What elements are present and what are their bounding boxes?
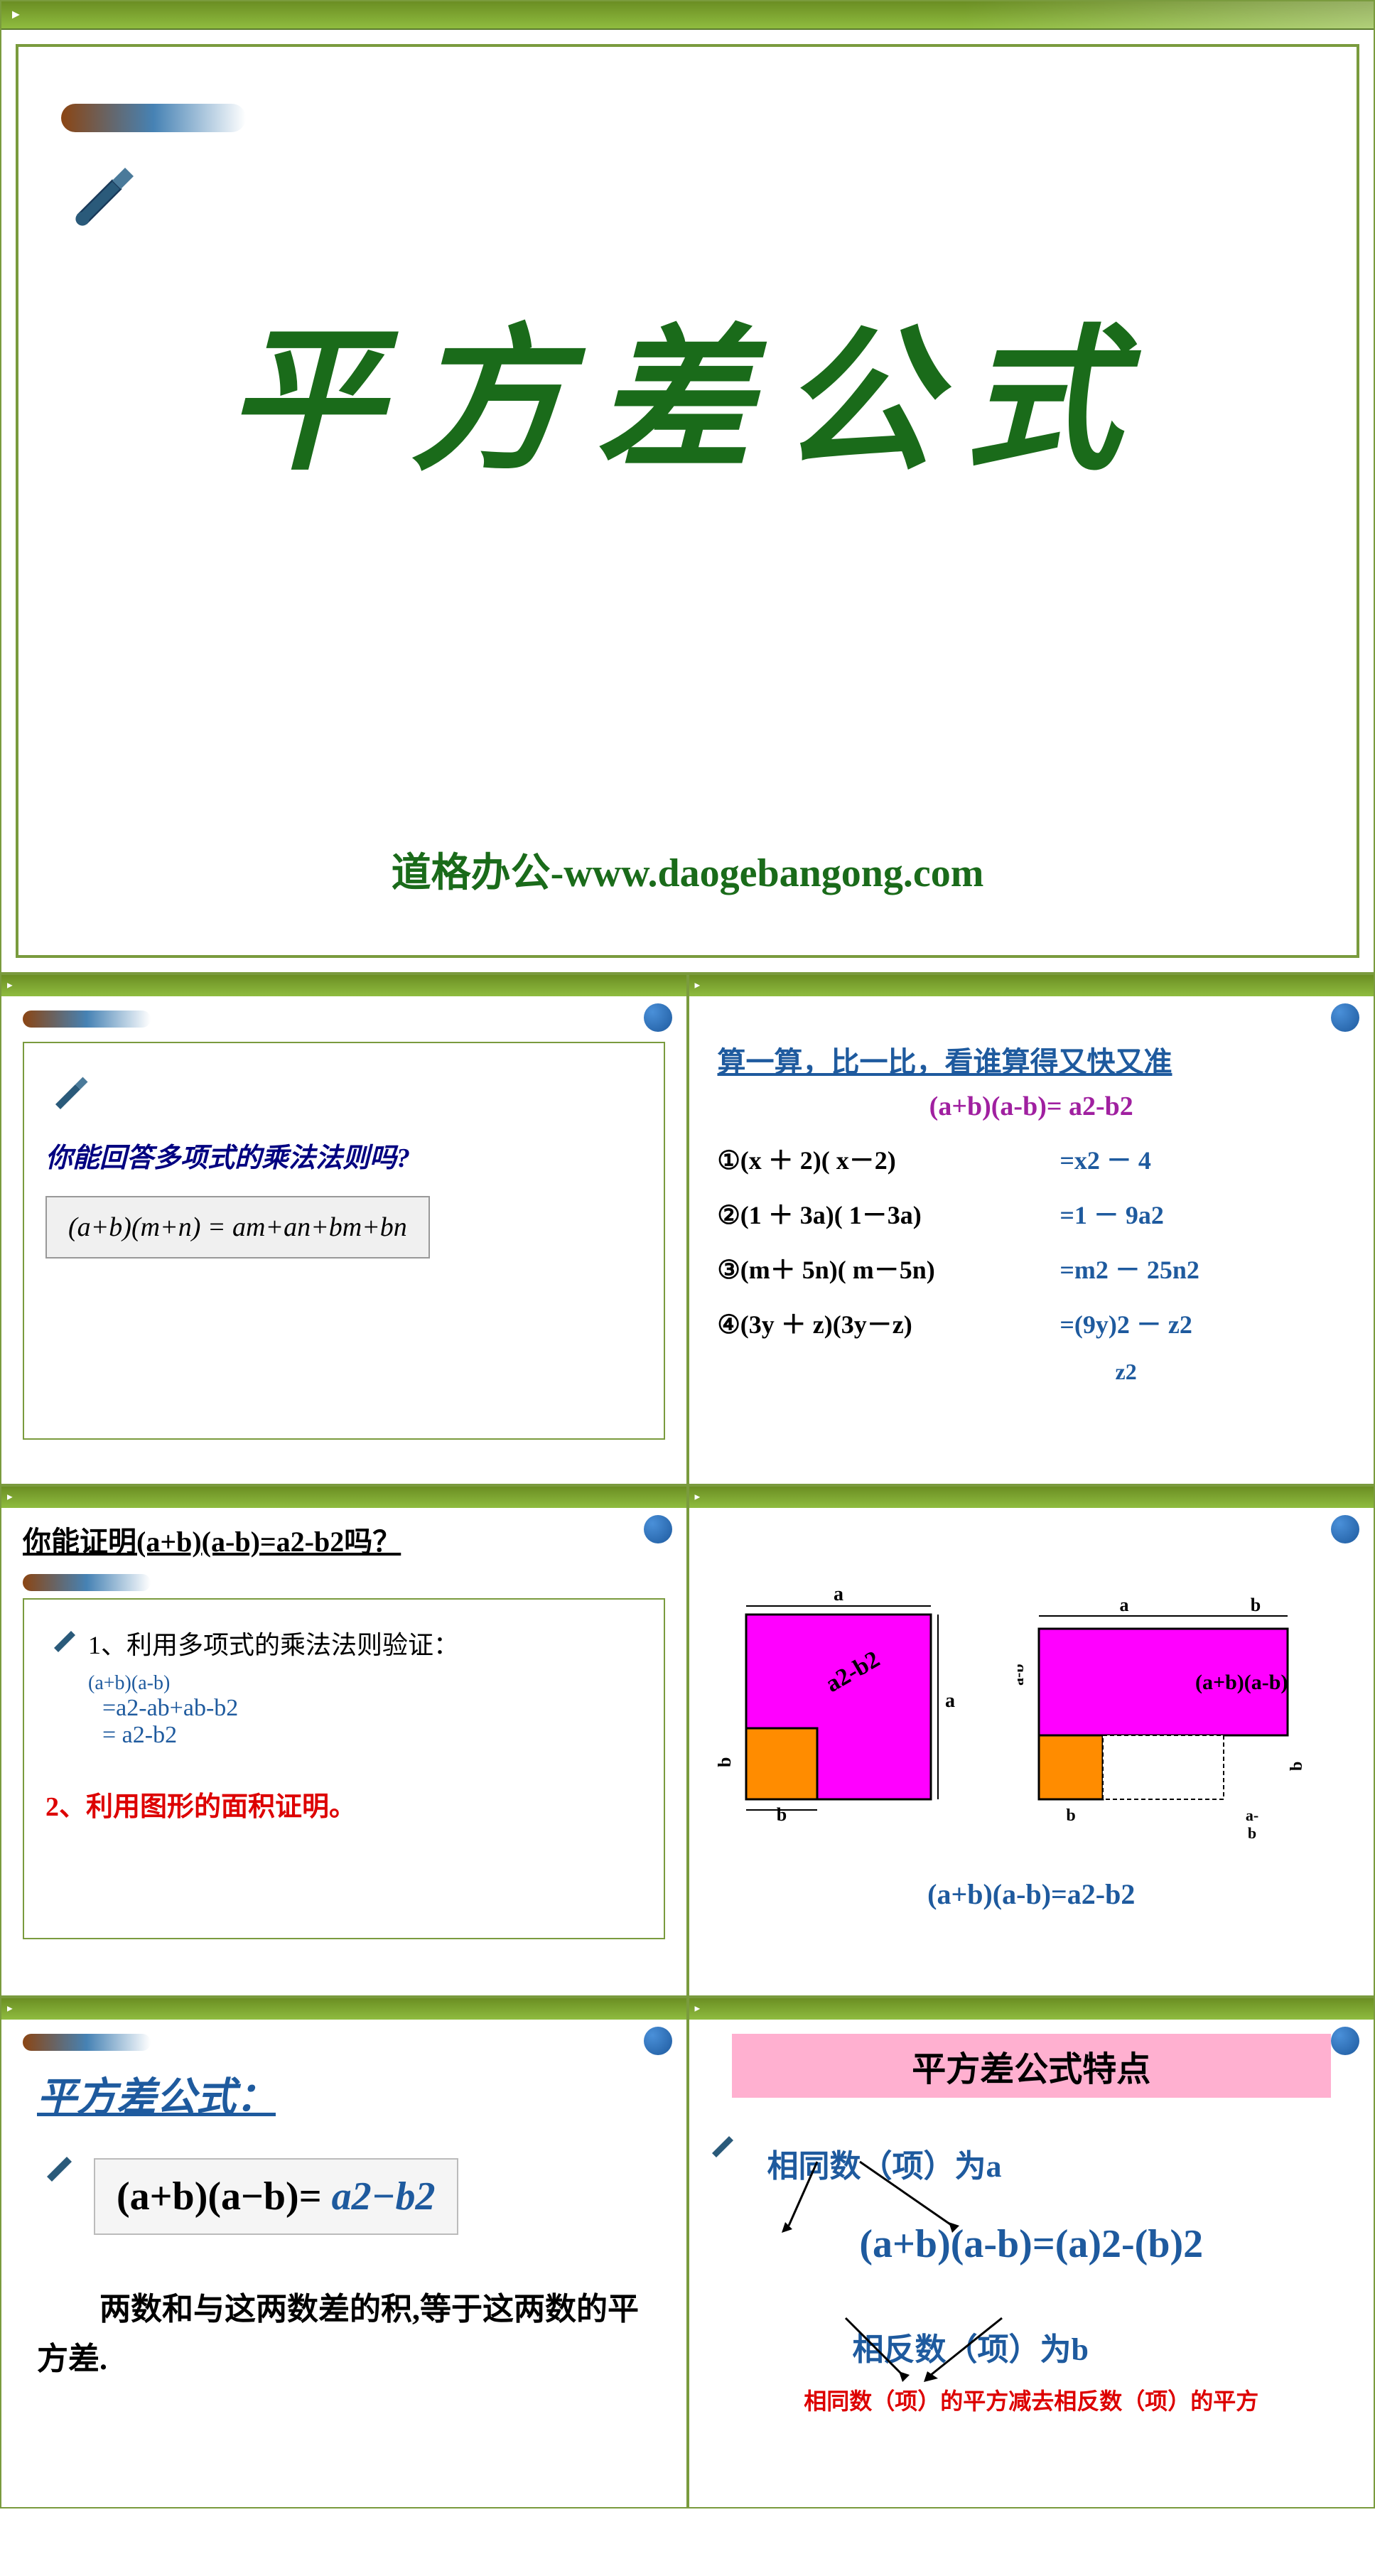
slide-3: 算一算，比一比，看谁算得又快又准 (a+b)(a-b)= a2-b2 ①(x ＋… xyxy=(688,974,1375,1485)
big-formula: (a+b)(a−b)= a2−b2 xyxy=(94,2158,458,2235)
calc-right: =m2 － 25n2 xyxy=(1059,1249,1345,1286)
globe-icon xyxy=(644,2027,672,2055)
pen-decoration xyxy=(23,2034,151,2051)
topbar xyxy=(1,1,1374,30)
slide2-content: 你能回答多项式的乘法法则吗? (a+b)(m+n) = am+an+bm+bn xyxy=(23,1042,665,1440)
diagram-area: a a b b a2-b2 a b a-b (a+b)(a-b) b xyxy=(689,1508,1374,1877)
globe-icon xyxy=(644,1003,672,1032)
calc-left: ④(3y ＋ z)(3y－z) xyxy=(718,1304,1060,1341)
calc-left: ③(m＋ 5n)( m－5n) xyxy=(718,1249,1060,1286)
calc-right: =x2 － 4 xyxy=(1059,1140,1345,1177)
topbar xyxy=(1,975,686,996)
pen-icon xyxy=(61,146,146,232)
diagram-left: a a b b a2-b2 xyxy=(718,1572,988,1842)
feature-formula: (a+b)(a-b)=(a)2-(b)2 xyxy=(725,2221,1339,2267)
calc-row: ①(x ＋ 2)( x－2)=x2 － 4 xyxy=(718,1140,1346,1177)
proof-step3: = a2-b2 xyxy=(102,1722,642,1749)
row-1: 你能回答多项式的乘法法则吗? (a+b)(m+n) = am+an+bm+bn … xyxy=(0,974,1375,1485)
formula-rhs: a2−b2 xyxy=(332,2174,436,2219)
svg-text:a: a xyxy=(945,1690,955,1712)
calc-row: ④(3y ＋ z)(3y－z)=(9y)2 － z2 xyxy=(718,1304,1346,1341)
svg-text:a: a xyxy=(834,1583,843,1605)
svg-text:a-b: a-b xyxy=(1018,1664,1027,1686)
formula-lhs: (a+b)(a−b)= xyxy=(117,2174,322,2219)
calc-title: 算一算，比一比，看谁算得又快又准 xyxy=(718,1039,1346,1080)
extra-z2: z2 xyxy=(1116,1359,1346,1385)
slide3-content: 算一算，比一比，看谁算得又快又准 (a+b)(a-b)= a2-b2 ①(x ＋… xyxy=(689,996,1374,1399)
feature-bottom: 相同数（项）的平方减去相反数（项）的平方 xyxy=(725,2383,1339,2416)
globe-icon xyxy=(644,1515,672,1543)
row-3: 平方差公式： (a+b)(a−b)= a2−b2 两数和与这两数差的积,等于这两… xyxy=(0,1997,1375,2508)
svg-text:b: b xyxy=(718,1757,735,1767)
topbar xyxy=(1,1487,686,1508)
calc-row: ③(m＋ 5n)( m－5n)=m2 － 25n2 xyxy=(718,1249,1346,1286)
calc-rows: ①(x ＋ 2)( x－2)=x2 － 4 ②(1 ＋ 3a)( 1－3a)=1 … xyxy=(718,1140,1346,1341)
svg-text:a-: a- xyxy=(1246,1806,1258,1824)
pen-icon xyxy=(37,2137,87,2187)
calc-left: ①(x ＋ 2)( x－2) xyxy=(718,1140,1060,1177)
hero-slide: 平方差公式 道格办公-www.daogebangong.com xyxy=(0,0,1375,974)
explain-text: 两数和与这两数差的积,等于这两数的平方差. xyxy=(37,2285,651,2385)
topbar xyxy=(689,1487,1374,1508)
topbar xyxy=(689,975,1374,996)
slide-4: 你能证明(a+b)(a-b)=a2-b2吗？ 1、利用多项式的乘法法则验证： (… xyxy=(0,1485,688,1997)
svg-text:b: b xyxy=(777,1804,787,1825)
diagram-caption: (a+b)(a-b)=a2-b2 xyxy=(689,1877,1374,1911)
topbar xyxy=(689,1998,1374,2020)
hero-footer: 道格办公-www.daogebangong.com xyxy=(18,841,1357,898)
proof-step2: =a2-ab+ab-b2 xyxy=(102,1695,642,1722)
calc-right: =1 － 9a2 xyxy=(1059,1195,1345,1232)
pen-icon xyxy=(703,2119,746,2162)
proof-step1: (a+b)(a-b) xyxy=(88,1672,642,1695)
calc-formula: (a+b)(a-b)= a2-b2 xyxy=(718,1091,1346,1122)
proof-line2: 2、利用图形的面积证明。 xyxy=(45,1784,642,1823)
question-text: 你能回答多项式的乘法法则吗? xyxy=(45,1136,642,1175)
globe-icon xyxy=(1331,1515,1359,1543)
slide-6: 平方差公式： (a+b)(a−b)= a2−b2 两数和与这两数差的积,等于这两… xyxy=(0,1997,688,2508)
pen-decoration xyxy=(61,104,246,132)
slide-2: 你能回答多项式的乘法法则吗? (a+b)(m+n) = am+an+bm+bn xyxy=(0,974,688,1485)
feature-line2: 相反数（项）为b xyxy=(853,2324,1339,2369)
proof-title: 你能证明(a+b)(a-b)=a2-b2吗？ xyxy=(23,1519,665,1560)
globe-icon xyxy=(1331,1003,1359,1032)
svg-text:b: b xyxy=(1066,1806,1075,1825)
slide-5: a a b b a2-b2 a b a-b (a+b)(a-b) b xyxy=(688,1485,1375,1997)
calc-row: ②(1 ＋ 3a)( 1－3a)=1 － 9a2 xyxy=(718,1195,1346,1232)
proof-line1: 1、利用多项式的乘法法则验证： xyxy=(88,1624,459,1661)
diagram-right: a b a-b (a+b)(a-b) b b a- b xyxy=(1018,1572,1344,1842)
calc-left: ②(1 ＋ 3a)( 1－3a) xyxy=(718,1195,1060,1232)
feature-body: 相同数（项）为a (a+b)(a-b)=(a)2-(b)2 相反数（项）为b 相… xyxy=(689,2112,1374,2430)
pen-icon xyxy=(45,1614,88,1656)
svg-text:b: b xyxy=(1248,1824,1256,1842)
hero-title: 平方差公式 xyxy=(61,274,1314,500)
pen-decoration xyxy=(23,1574,151,1591)
globe-icon xyxy=(1331,2027,1359,2055)
svg-text:(a+b)(a-b): (a+b)(a-b) xyxy=(1195,1671,1288,1694)
topbar xyxy=(1,1998,686,2020)
formula-box: (a+b)(m+n) = am+an+bm+bn xyxy=(45,1196,430,1259)
pen-icon xyxy=(45,1065,95,1114)
pink-title: 平方差公式特点 xyxy=(732,2034,1332,2098)
svg-text:a: a xyxy=(1120,1595,1129,1615)
row-2: 你能证明(a+b)(a-b)=a2-b2吗？ 1、利用多项式的乘法法则验证： (… xyxy=(0,1485,1375,1997)
calc-right: =(9y)2 － z2 xyxy=(1059,1304,1345,1341)
feature-line1: 相同数（项）为a xyxy=(767,2140,1339,2186)
hero-content: 平方差公式 道格办公-www.daogebangong.com xyxy=(16,44,1359,958)
slide4-box: 1、利用多项式的乘法法则验证： (a+b)(a-b) =a2-ab+ab-b2 … xyxy=(23,1598,665,1939)
svg-text:b: b xyxy=(1251,1595,1261,1615)
slide-7: 平方差公式特点 相同数（项）为a (a+b)(a-b)=(a)2-(b)2 相反… xyxy=(688,1997,1375,2508)
svg-text:b: b xyxy=(1288,1762,1306,1771)
formula-title: 平方差公式： xyxy=(37,2065,651,2123)
pen-decoration xyxy=(23,1011,151,1028)
slide6-content: 平方差公式： (a+b)(a−b)= a2−b2 两数和与这两数差的积,等于这两… xyxy=(1,2065,686,2385)
